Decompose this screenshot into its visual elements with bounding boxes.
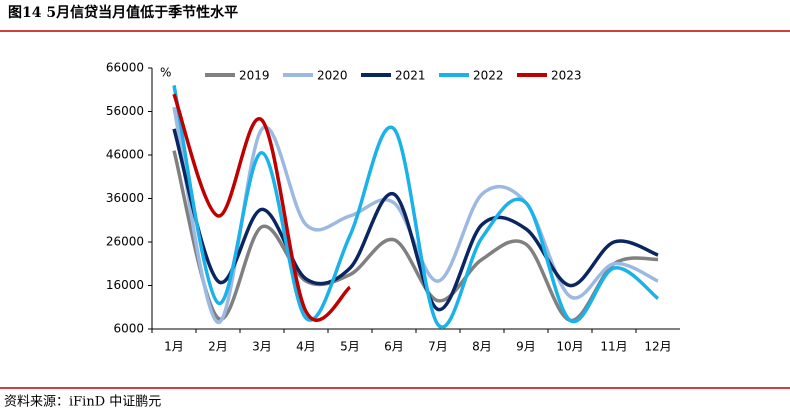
x-tick-label: 9月: [516, 340, 536, 354]
x-tick-label: 2月: [208, 340, 228, 354]
x-tick-label: 5月: [340, 340, 360, 354]
legend-label: 2022: [473, 69, 504, 83]
legend-label: 2021: [395, 69, 426, 83]
series-line: [172, 93, 352, 322]
x-tick-label: 6月: [384, 340, 404, 354]
y-tick-label: 66000: [106, 61, 144, 75]
legend-label: 2023: [551, 69, 582, 83]
x-tick-label: 1月: [164, 340, 184, 354]
x-tick-label: 3月: [252, 340, 272, 354]
x-tick-label: 4月: [296, 340, 316, 354]
y-unit: %: [160, 66, 171, 80]
x-tick-label: 10月: [556, 340, 583, 354]
legend-label: 2019: [239, 69, 270, 83]
series-line: [172, 106, 659, 325]
x-tick-label: 7月: [428, 340, 448, 354]
y-tick-label: 36000: [106, 191, 144, 205]
source: 资料来源：iFinD 中证鹏元: [4, 395, 161, 410]
chart-title: 图14 5月信贷当月值低于季节性水平: [8, 4, 238, 21]
y-tick-label: 16000: [106, 278, 144, 292]
y-tick-label: 6000: [113, 322, 144, 336]
y-tick-label: 46000: [106, 148, 144, 162]
series-line: [172, 128, 659, 312]
y-tick-label: 56000: [106, 104, 144, 118]
legend-label: 2020: [317, 69, 348, 83]
x-tick-label: 8月: [472, 340, 492, 354]
y-tick-label: 26000: [106, 235, 144, 249]
x-tick-label: 12月: [644, 340, 671, 354]
x-tick-label: 11月: [600, 340, 627, 354]
series-line: [172, 85, 660, 329]
